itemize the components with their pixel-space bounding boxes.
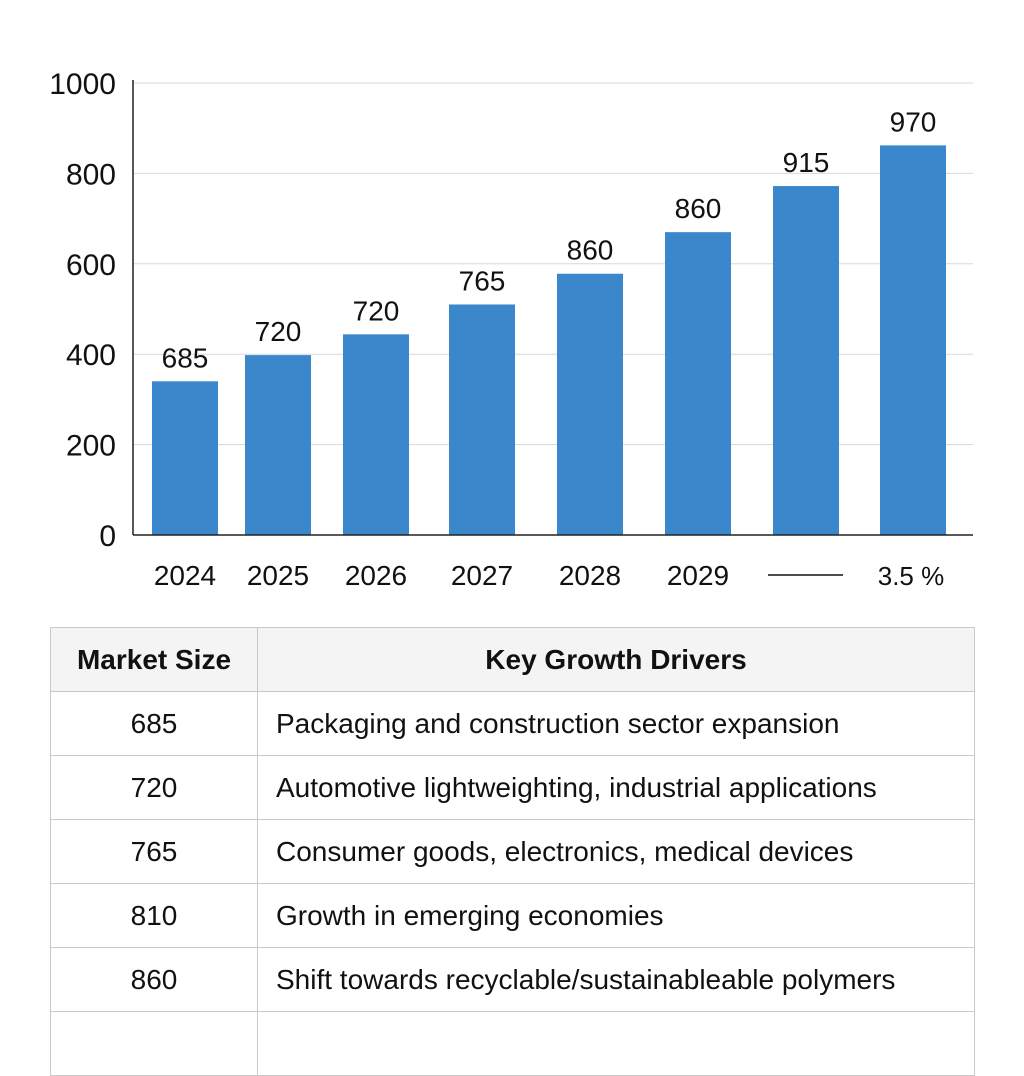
table-row: 810 Growth in emerging economies xyxy=(50,883,975,948)
growth-rate-label: 3.5 % xyxy=(878,561,945,591)
bar xyxy=(449,304,515,535)
y-tick-label: 800 xyxy=(66,158,116,191)
market-size-cell: 860 xyxy=(50,947,258,1012)
table-row xyxy=(50,1011,975,1076)
market-size-cell: 765 xyxy=(50,819,258,884)
y-tick-label: 600 xyxy=(66,249,116,282)
header-market-size: Market Size xyxy=(50,627,258,692)
bar xyxy=(152,381,218,535)
bar-value-label: 765 xyxy=(459,265,506,296)
growth-driver-cell: Packaging and construction sector expans… xyxy=(257,691,975,756)
x-tick-label: 2025 xyxy=(247,560,309,591)
market-size-bar-chart: 0 200 400 600 800 1000 685 2024 720 2025 720 2026 76… xyxy=(49,68,973,591)
market-size-cell: 720 xyxy=(50,755,258,820)
y-tick-label: 1000 xyxy=(49,68,116,101)
bar-value-label: 915 xyxy=(783,147,830,178)
table-header-row: Market Size Key Growth Drivers xyxy=(50,627,975,692)
table-row: 720 Automotive lightweighting, industrial… xyxy=(50,755,975,820)
market-size-cell xyxy=(50,1011,258,1076)
bar-value-label: 970 xyxy=(890,106,937,137)
growth-driver-cell: Growth in emerging economies xyxy=(257,883,975,948)
table-body: 685 Packaging and construction sector exp… xyxy=(50,691,975,1076)
growth-drivers-table: Market Size Key Growth Drivers 685 Packag… xyxy=(50,627,975,1076)
bars xyxy=(152,145,946,535)
bar-value-label: 685 xyxy=(162,342,209,373)
x-tick-label: 2027 xyxy=(451,560,513,591)
y-tick-label: 200 xyxy=(66,430,116,463)
bar xyxy=(245,355,311,535)
market-size-cell: 685 xyxy=(50,691,258,756)
bar xyxy=(343,334,409,535)
market-size-cell: 810 xyxy=(50,883,258,948)
bar xyxy=(665,232,731,535)
labels: 0 200 400 600 800 1000 685 2024 720 2025 720 2026 76… xyxy=(49,68,944,591)
growth-driver-cell: Automotive lightweighting, industrial ap… xyxy=(257,755,975,820)
y-tick-label: 400 xyxy=(66,339,116,372)
bar-value-label: 860 xyxy=(567,235,614,266)
axes xyxy=(132,80,973,536)
table-row: 860 Shift towards recyclable/sustainablea… xyxy=(50,947,975,1012)
bar-value-label: 860 xyxy=(675,193,722,224)
x-tick-label: 2024 xyxy=(154,560,216,591)
y-tick-label: 0 xyxy=(99,520,116,553)
x-tick-label: 2026 xyxy=(345,560,407,591)
growth-driver-cell xyxy=(257,1011,975,1076)
header-key-growth-drivers: Key Growth Drivers xyxy=(257,627,975,692)
x-tick-label: 2028 xyxy=(559,560,621,591)
bar xyxy=(773,186,839,535)
growth-driver-cell: Shift towards recyclable/sustainableable… xyxy=(257,947,975,1012)
bar xyxy=(557,273,623,535)
bar-value-label: 720 xyxy=(255,316,302,347)
growth-driver-cell: Consumer goods, electronics, medical dev… xyxy=(257,819,975,884)
bar-value-label: 720 xyxy=(353,295,400,326)
x-tick-label: 2029 xyxy=(667,560,729,591)
table-row: 685 Packaging and construction sector exp… xyxy=(50,691,975,756)
table-row: 765 Consumer goods, electronics, medical … xyxy=(50,819,975,884)
bar xyxy=(880,145,946,535)
